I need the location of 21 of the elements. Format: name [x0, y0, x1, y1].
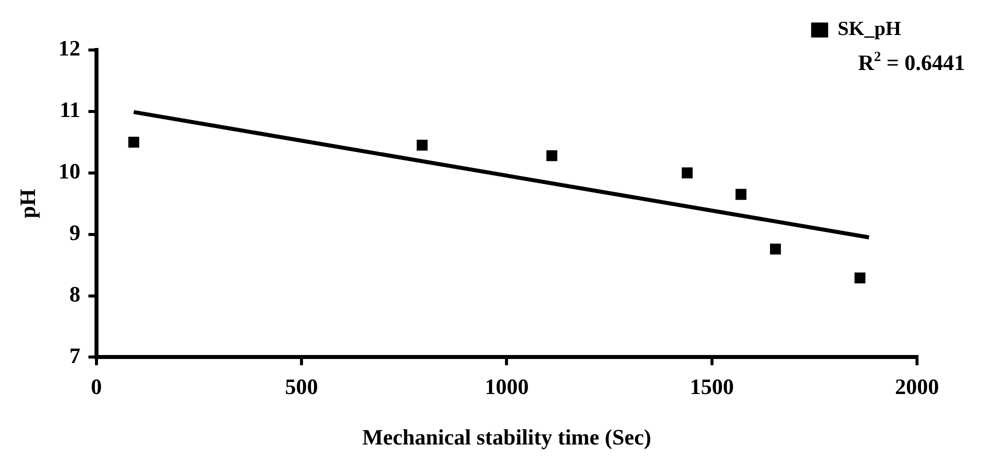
y-tick-label: 7	[69, 342, 80, 368]
x-tick-label: 0	[90, 374, 102, 400]
y-axis-title: pH	[14, 188, 40, 218]
point	[546, 150, 558, 162]
x-tick-label: 500	[285, 374, 318, 400]
point	[682, 167, 693, 178]
x-tick-label: 1000	[484, 374, 529, 400]
point	[736, 188, 746, 200]
x-tick-label: 1500	[690, 374, 734, 400]
x-tick-label: 2000	[895, 374, 939, 400]
point	[128, 136, 140, 148]
y-tick-label: 9	[69, 220, 80, 246]
y-tick-label: 10	[58, 158, 80, 184]
point	[854, 272, 866, 284]
y-tick-label: 12	[58, 36, 80, 61]
y-tick-label: 8	[69, 281, 80, 306]
point	[416, 140, 428, 151]
legend-label: SK_pH	[838, 18, 902, 40]
x-axis-title: Mechanical stability time (Sec)	[362, 424, 652, 450]
point	[770, 244, 781, 255]
y-tick-label: 11	[60, 97, 80, 122]
